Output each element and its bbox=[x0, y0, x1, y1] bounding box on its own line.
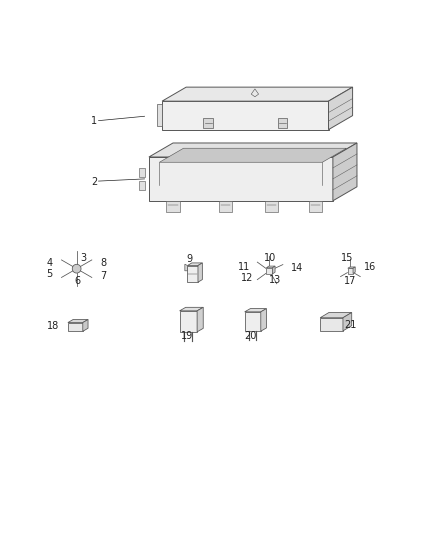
Polygon shape bbox=[320, 318, 343, 331]
Polygon shape bbox=[343, 312, 352, 331]
Text: 5: 5 bbox=[46, 269, 53, 279]
Polygon shape bbox=[159, 148, 346, 162]
Text: 14: 14 bbox=[291, 263, 303, 273]
Text: 20: 20 bbox=[244, 330, 257, 341]
Polygon shape bbox=[198, 263, 202, 282]
Text: 4: 4 bbox=[46, 259, 53, 269]
Text: 13: 13 bbox=[268, 275, 281, 285]
Text: 15: 15 bbox=[341, 253, 353, 263]
Polygon shape bbox=[265, 201, 278, 212]
Polygon shape bbox=[139, 181, 145, 190]
Polygon shape bbox=[266, 266, 275, 268]
Polygon shape bbox=[245, 312, 261, 331]
Text: 9: 9 bbox=[187, 254, 193, 264]
Polygon shape bbox=[187, 265, 198, 282]
Text: 3: 3 bbox=[80, 253, 86, 263]
Polygon shape bbox=[149, 143, 357, 157]
Polygon shape bbox=[266, 268, 272, 274]
Polygon shape bbox=[261, 309, 266, 331]
Polygon shape bbox=[348, 267, 355, 268]
Polygon shape bbox=[348, 268, 353, 273]
Polygon shape bbox=[185, 264, 187, 271]
Polygon shape bbox=[180, 311, 197, 332]
Text: 12: 12 bbox=[241, 273, 254, 284]
Polygon shape bbox=[272, 266, 275, 274]
Polygon shape bbox=[68, 322, 83, 332]
Text: 19: 19 bbox=[181, 330, 194, 341]
Text: 2: 2 bbox=[91, 177, 97, 187]
Polygon shape bbox=[333, 143, 357, 201]
Polygon shape bbox=[203, 118, 213, 128]
Polygon shape bbox=[353, 267, 355, 273]
Polygon shape bbox=[197, 308, 203, 332]
Polygon shape bbox=[166, 201, 180, 212]
Polygon shape bbox=[309, 201, 322, 212]
Text: 11: 11 bbox=[238, 262, 250, 271]
Polygon shape bbox=[187, 263, 202, 265]
Polygon shape bbox=[83, 319, 88, 332]
Text: 17: 17 bbox=[344, 276, 357, 286]
Polygon shape bbox=[68, 319, 88, 322]
Circle shape bbox=[72, 264, 81, 273]
Polygon shape bbox=[278, 118, 287, 128]
Polygon shape bbox=[320, 312, 352, 318]
Polygon shape bbox=[180, 308, 203, 311]
Polygon shape bbox=[149, 157, 333, 201]
Polygon shape bbox=[162, 87, 353, 101]
Text: 21: 21 bbox=[344, 320, 357, 330]
Text: 8: 8 bbox=[101, 259, 107, 269]
Text: 10: 10 bbox=[264, 253, 276, 263]
Polygon shape bbox=[245, 309, 266, 312]
Text: 16: 16 bbox=[364, 262, 376, 271]
Polygon shape bbox=[328, 87, 353, 130]
Polygon shape bbox=[162, 101, 328, 130]
Text: 1: 1 bbox=[91, 116, 97, 126]
Text: 7: 7 bbox=[101, 271, 107, 281]
Polygon shape bbox=[157, 104, 162, 126]
Text: 6: 6 bbox=[74, 276, 80, 286]
Polygon shape bbox=[139, 168, 145, 177]
Text: 18: 18 bbox=[47, 321, 59, 330]
Polygon shape bbox=[219, 201, 232, 212]
